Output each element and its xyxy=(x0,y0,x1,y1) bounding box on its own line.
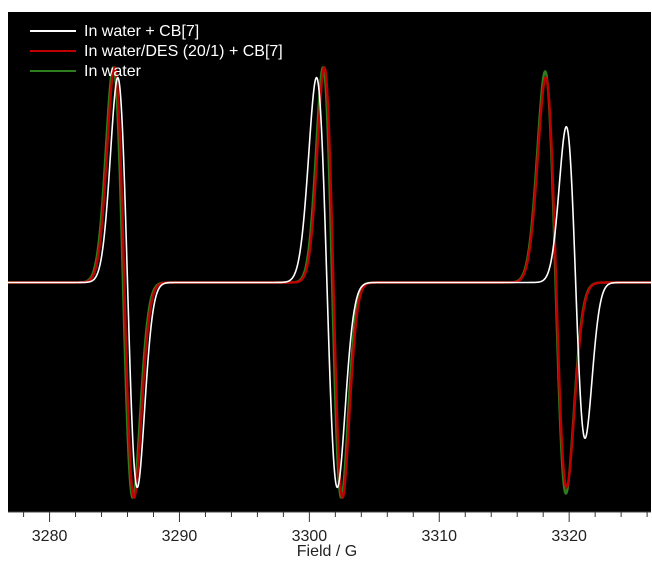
series-line-1 xyxy=(7,76,652,489)
legend-label: In water/DES (20/1) + CB[7] xyxy=(84,43,283,60)
x-tick-label: 3290 xyxy=(162,528,198,545)
x-axis: 3280 3290 3300 3310 3320 xyxy=(23,512,648,545)
legend: In water + CB[7] In water/DES (20/1) + CB… xyxy=(30,23,283,80)
x-tick-label: 3310 xyxy=(421,528,457,545)
series-layer xyxy=(7,66,652,499)
x-tick-label: 3280 xyxy=(32,528,68,545)
series-line-2 xyxy=(7,66,652,499)
legend-label: In water + CB[7] xyxy=(84,23,199,40)
legend-label: In water xyxy=(84,63,142,80)
x-axis-title: Field / G xyxy=(297,543,357,560)
series-line-3 xyxy=(7,66,652,499)
x-tick-label: 3320 xyxy=(551,528,587,545)
x-tick-label: 3300 xyxy=(292,528,328,545)
